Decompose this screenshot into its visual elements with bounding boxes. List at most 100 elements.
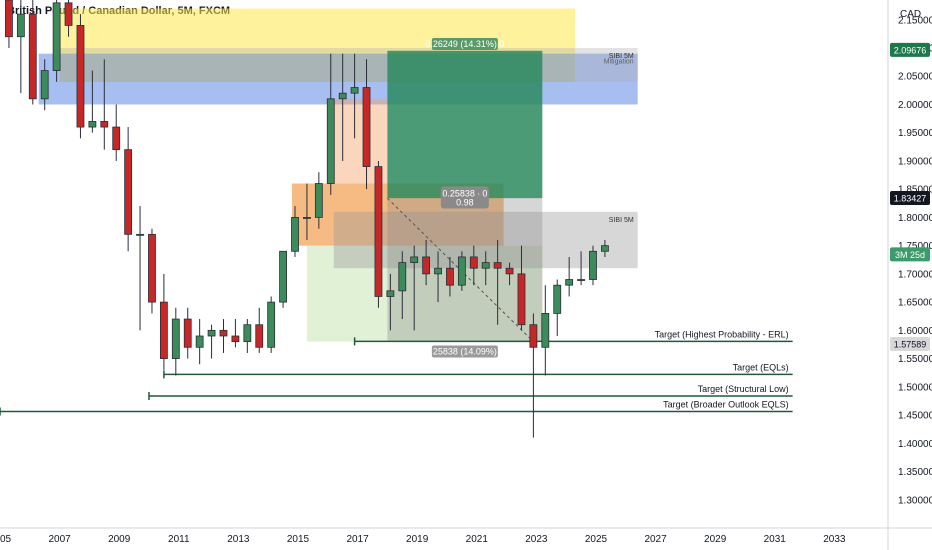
candle-body [493,262,502,269]
candle [52,0,61,82]
candle-body [362,87,371,167]
candles-layer [5,0,609,438]
target-label-1: Target (EQLs) [733,362,789,372]
candle [493,240,502,325]
candle [76,14,85,139]
candle-body [541,313,550,348]
candle [314,172,323,229]
candle-body [457,256,466,286]
price-tag-0: 2.09676 [894,45,927,55]
candle-body [446,267,454,286]
candle [517,245,526,331]
y-tick-label: 2.00000 [898,100,932,111]
candle-body [398,262,407,292]
candle [88,70,97,133]
candle [219,319,228,353]
candle-body [231,335,240,343]
candle [326,53,335,195]
y-tick-label: 1.30000 [898,495,932,506]
candle [350,53,359,139]
candle [207,324,216,359]
price-tag-bg-3 [890,336,930,351]
candle [136,206,144,331]
sibi-5m-top-zone-label: SIBI 5M [609,53,634,60]
candle [362,59,371,190]
price-tag-bg-1 [890,191,930,206]
x-tick-label: 2031 [764,534,787,545]
measure-label-0: 0.26249 (14.31%) 0 [425,39,504,49]
candle-body [577,279,585,281]
candle-body [183,318,192,348]
candle [124,127,133,252]
measure-label-bg-0 [431,38,498,51]
candle-body [5,0,13,38]
candle [100,59,109,150]
currency-label: CAD [900,9,921,20]
candle-body [207,329,216,337]
candle [529,313,538,438]
candle-body [565,279,574,286]
x-tick-label: 2027 [644,534,667,545]
candle-body [386,290,395,297]
candle-body [279,250,287,303]
y-tick-label: 2.05000 [898,72,932,83]
sibi-5m-top-zone [59,48,638,82]
candle-body [100,121,109,128]
candle [469,245,478,286]
candle-body [159,301,168,359]
candle [5,0,13,48]
candle [601,240,609,257]
price-tag-bg-2 [890,247,930,262]
candle [148,228,156,314]
y-tick-label: 1.85000 [898,185,932,196]
measure-label-bg-1 [431,345,498,358]
candle [481,251,490,286]
y-tick-label: 1.50000 [898,382,932,393]
candle-body [219,329,228,337]
candle-body [28,13,37,100]
price-tag-3: 1.57589 [894,339,927,349]
candle [338,53,347,161]
target-label-0: Target (Highest Probability - ERL) [655,329,789,339]
price-tag-2: 3M 25d [895,250,925,260]
candle [243,319,252,353]
price-axis-bg[interactable] [888,0,932,550]
x-tick-label: 2005 [0,534,12,545]
candle [16,0,25,94]
candle-body [338,92,347,100]
candle-body [136,233,144,236]
candle [171,307,180,376]
y-tick-label: 1.70000 [898,269,932,280]
x-tick-label: 2007 [48,534,71,545]
candle-body [171,318,180,359]
candle-body [601,245,609,252]
y-tick-label: 1.80000 [898,213,932,224]
y-tick-label: 1.75000 [898,241,932,252]
candle [589,245,597,286]
measure-box-line2: 0.98 [456,197,474,207]
candle-body [88,121,97,128]
x-tick-label: 2025 [585,534,608,545]
x-tick-label: 2021 [466,534,489,545]
candle [505,262,514,286]
candle-body [76,25,85,128]
candle-body [553,284,562,314]
candle-body [505,267,514,275]
candle-body [326,98,335,184]
candle [267,296,276,353]
time-axis-bg[interactable] [0,528,932,550]
candle-body [589,250,597,280]
candle [374,160,383,308]
y-tick-label: 1.40000 [898,439,932,450]
candle-body [350,87,359,94]
candle-body [64,2,73,26]
y-tick-label: 1.45000 [898,411,932,422]
candle [446,256,454,297]
target-lines-layer: Target (Highest Probability - ERL) Target… [0,197,793,416]
x-tick-label: 2009 [108,534,131,545]
x-tick-label: 2017 [346,534,369,545]
candle-body [148,233,156,303]
candle [195,319,204,365]
